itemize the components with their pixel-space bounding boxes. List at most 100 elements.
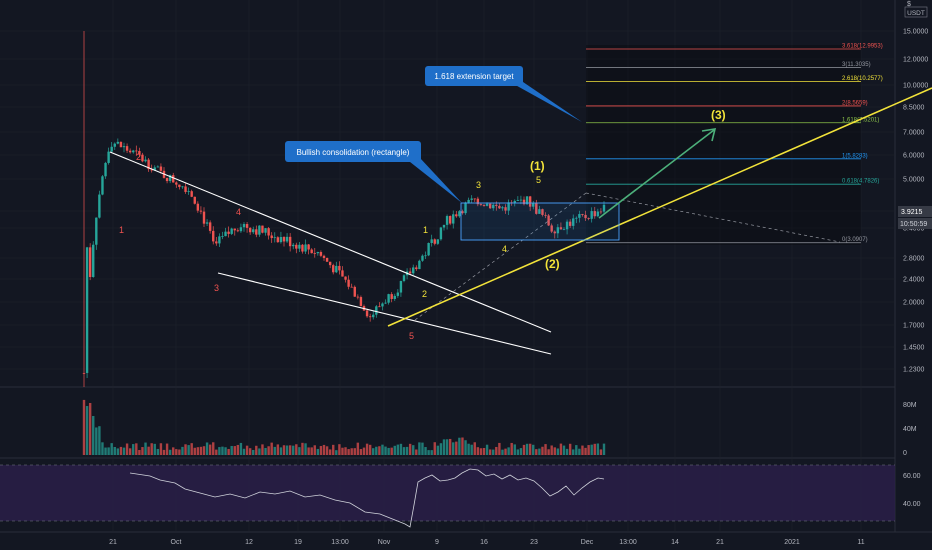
time-tick-label: 16 [480, 539, 488, 546]
volume-bar [205, 442, 209, 455]
candle-body [424, 255, 427, 257]
volume-bar [276, 444, 280, 455]
volume-bar [538, 448, 541, 455]
volume-bar [187, 445, 190, 455]
volume-bar [593, 443, 596, 455]
candle-body [538, 209, 541, 214]
volume-bar [368, 444, 372, 455]
grid-lines [0, 0, 895, 532]
candle-body [116, 141, 120, 144]
candle-body [147, 159, 150, 170]
svg-text:5: 5 [536, 175, 541, 185]
candle-body [190, 191, 193, 197]
volume-bar [430, 450, 433, 455]
price-tick-label: 2.8000 [903, 256, 925, 263]
candle-body [156, 166, 160, 168]
volume-bar [245, 445, 249, 455]
volume-bar [476, 447, 480, 455]
candle-body [452, 214, 455, 224]
candle-body [528, 196, 532, 207]
svg-text:3: 3 [214, 283, 219, 293]
volume-bar [338, 444, 341, 455]
volume-bar [196, 447, 200, 455]
volume-bar [172, 447, 175, 455]
candle-body [568, 221, 572, 226]
volume-bar [227, 448, 230, 455]
candle-body [421, 255, 424, 261]
volume-bar [488, 449, 492, 455]
volume-bar [384, 446, 387, 455]
volume-bar [433, 442, 436, 455]
candle-body [596, 211, 600, 217]
volume-bar [208, 444, 212, 455]
target-arrow [598, 128, 717, 219]
time-tick-label: Oct [171, 539, 182, 546]
candle-body [113, 143, 116, 147]
candle-body [88, 247, 92, 278]
volume-bar [298, 447, 301, 455]
price-axis[interactable]: $ USDT 15.0000 12.0000 10.0000 8.5000 7.0000… [898, 1, 932, 374]
svg-text:Bullish consolidation (rectang: Bullish consolidation (rectangle) [297, 148, 410, 157]
volume-bar [128, 448, 132, 455]
candle-body [199, 210, 203, 212]
candle-body [436, 239, 440, 244]
volume-bar [436, 445, 440, 455]
candle-body [516, 200, 520, 201]
candle-body [461, 211, 464, 214]
candle-body [239, 227, 243, 232]
price-tick-label: 12.0000 [903, 57, 928, 64]
candle-body [338, 265, 341, 271]
candle-body [473, 198, 476, 200]
candle-body [495, 204, 498, 206]
candle-body [550, 225, 553, 232]
volume-bar [495, 446, 498, 455]
candle-body [193, 196, 196, 204]
volume-bar [132, 444, 135, 455]
volume-bar [532, 444, 535, 455]
volume-bar [393, 445, 396, 455]
candle-body [335, 265, 338, 273]
candle-body [384, 302, 387, 304]
volume-bar [359, 449, 363, 455]
volume-bar [396, 444, 400, 455]
volume-bar [165, 443, 169, 455]
volume-bar [147, 446, 150, 455]
candle-body [399, 280, 403, 293]
svg-text:5: 5 [409, 331, 414, 341]
candle-body [365, 310, 369, 317]
volume-bar [442, 439, 446, 455]
candle-body [307, 244, 310, 250]
candle-body [119, 141, 123, 148]
candle-body [316, 252, 320, 254]
volume-bar [408, 443, 412, 455]
time-axis[interactable]: 21 Oct 12 19 13:00 Nov 9 16 23 Dec 13:00 14 21 2021 11 [109, 539, 865, 546]
volume-bar [322, 444, 326, 455]
candle-body [208, 222, 212, 231]
candle-body [150, 169, 153, 171]
candle-body [301, 244, 304, 252]
volume-bar [110, 443, 113, 455]
svg-text:2: 2 [422, 289, 427, 299]
volume-bar [584, 447, 587, 455]
volume-bar [98, 426, 101, 455]
candle-body [322, 255, 326, 258]
candle-body [390, 294, 393, 299]
volume-axis: 80M 40M 0 [903, 402, 917, 457]
volume-bar [344, 447, 347, 455]
volume-bar [470, 444, 473, 455]
svg-text:(2): (2) [545, 257, 560, 271]
volume-bar [492, 449, 495, 455]
time-tick-label: Dec [581, 539, 594, 546]
candle-body [196, 203, 200, 211]
candle-body [445, 216, 449, 225]
volume-bar [568, 443, 572, 455]
candle-body [184, 186, 187, 192]
candle-body [356, 296, 360, 298]
candle-body [202, 211, 206, 224]
price-tick-label: 1.2300 [903, 367, 925, 374]
candle-body [328, 261, 332, 266]
candle-body [375, 306, 378, 315]
volume-bar [599, 449, 603, 455]
candle-body [439, 227, 443, 240]
